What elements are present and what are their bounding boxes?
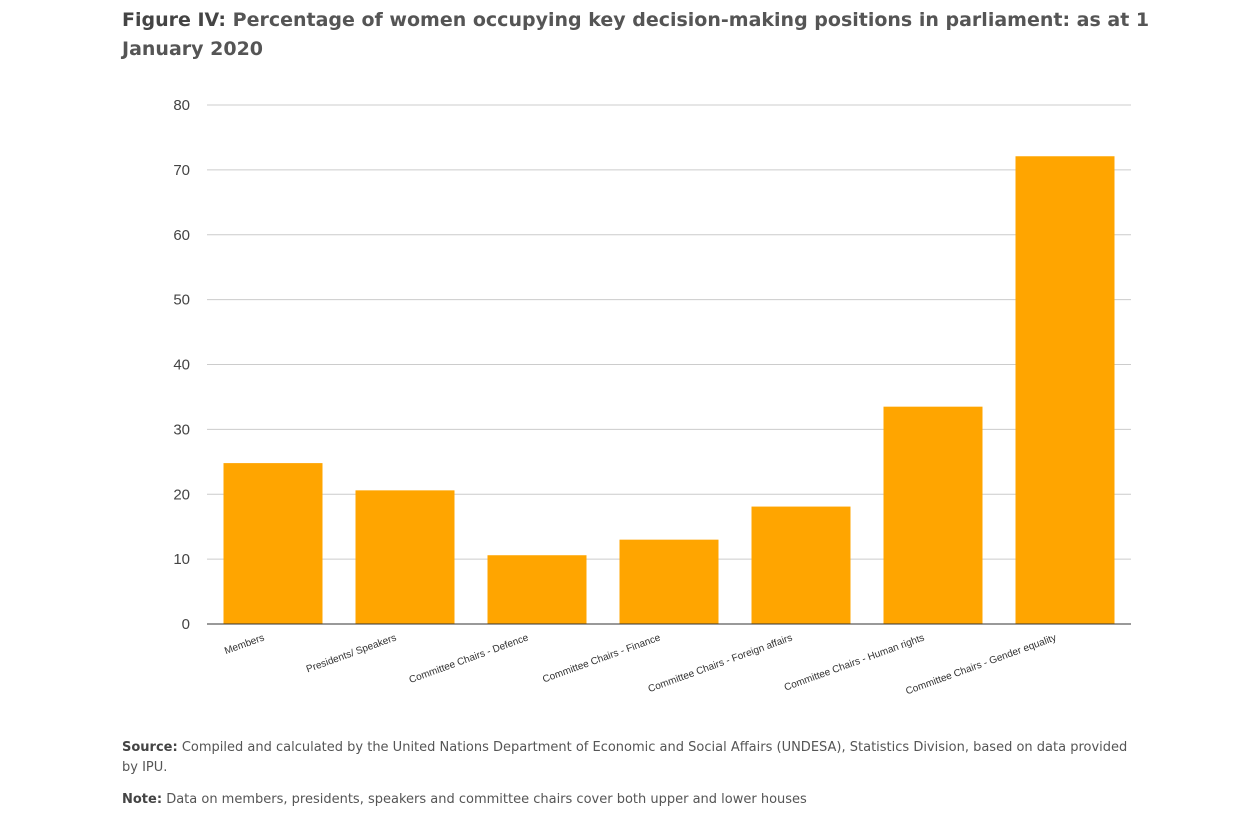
- note-label: Note:: [122, 792, 163, 807]
- x-tick-label: Committee Chairs - Gender equality: [904, 632, 1058, 697]
- figure-title: Figure IV: Percentage of women occupying…: [122, 6, 1162, 64]
- figure-title-text: Percentage of women occupying key decisi…: [122, 9, 1150, 60]
- x-tick-label: Committee Chairs - Foreign affairs: [647, 632, 794, 695]
- bars: [223, 156, 1115, 624]
- x-tick-label: Members: [223, 632, 266, 657]
- y-tick-label: 50: [173, 292, 190, 309]
- bar-chart: 0 10 20 30 40 50 60 70 80 Members Presidents/ Spe…: [173, 97, 1131, 697]
- bar: [619, 539, 719, 624]
- bar: [223, 463, 323, 624]
- x-tick-label: Committee Chairs - Finance: [541, 632, 662, 685]
- data-note: Note: Data on members, presidents, speak…: [122, 790, 1132, 810]
- y-tick-label: 10: [173, 551, 190, 568]
- y-tick-label: 80: [173, 97, 190, 114]
- y-tick-label: 30: [173, 421, 190, 438]
- gridlines: [207, 104, 1131, 560]
- x-tick-label: Presidents/ Speakers: [305, 632, 398, 675]
- bar: [883, 406, 983, 624]
- source-label: Source:: [122, 740, 178, 755]
- y-tick-label: 20: [173, 486, 190, 503]
- y-tick-label: 70: [173, 162, 190, 179]
- y-tick-label: 40: [173, 357, 190, 374]
- y-tick-label: 60: [173, 227, 190, 244]
- x-axis-ticks: Members Presidents/ Speakers Committee Cha…: [223, 632, 1058, 697]
- y-tick-label: 0: [182, 616, 190, 633]
- source-note: Source: Compiled and calculated by the U…: [122, 738, 1132, 778]
- source-text: Compiled and calculated by the United Na…: [122, 740, 1128, 775]
- bar: [1015, 156, 1115, 624]
- figure-notes: Source: Compiled and calculated by the U…: [122, 738, 1132, 810]
- note-text: Data on members, presidents, speakers an…: [166, 792, 807, 807]
- bar: [355, 490, 455, 624]
- bar: [751, 506, 851, 624]
- x-tick-label: Committee Chairs - Defence: [408, 632, 531, 686]
- y-axis-ticks: 0 10 20 30 40 50 60 70 80: [173, 97, 190, 633]
- figure-label: Figure IV:: [122, 9, 227, 31]
- bar: [487, 555, 587, 624]
- x-tick-label: Committee Chairs - Human rights: [783, 632, 926, 693]
